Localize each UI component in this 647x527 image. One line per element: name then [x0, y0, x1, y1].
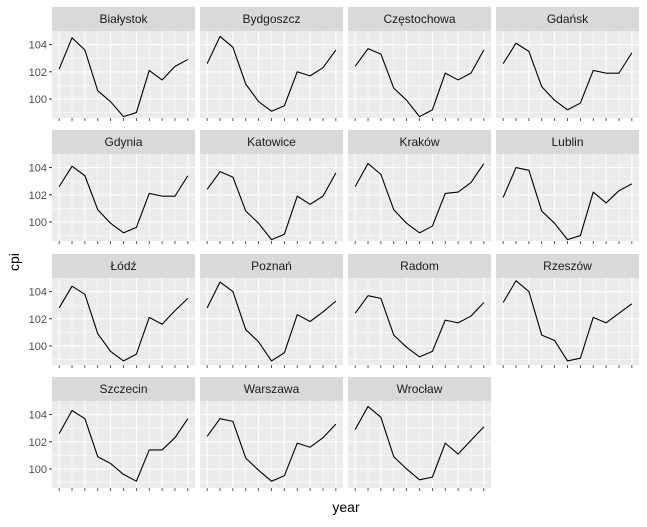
cpi-series-line	[58, 285, 189, 362]
facet-panel: Warszawa	[200, 377, 343, 491]
y-tick-label: 104	[29, 410, 47, 422]
cpi-series-line	[354, 295, 485, 358]
facet-strip-label: Warszawa	[244, 382, 300, 396]
y-tick-label: 102	[29, 314, 47, 326]
facet-strip-label: Gdynia	[104, 135, 142, 149]
cpi-series-line	[502, 167, 633, 241]
facet-strip-label: Częstochowa	[383, 12, 455, 26]
cpi-series-line	[354, 162, 485, 234]
facet-strip	[348, 254, 491, 278]
cpi-series-line	[58, 165, 189, 234]
facet-strip	[348, 377, 491, 401]
facet-strip	[348, 7, 491, 31]
facet-strip-label: Kraków	[399, 135, 439, 149]
facet-panel: Łódź 100 102 104	[29, 254, 195, 368]
facet-strip-label: Bydgoszcz	[242, 12, 300, 26]
facet-strip-label: Lublin	[551, 135, 583, 149]
facet-strip-label: Rzeszów	[543, 259, 592, 273]
y-tick-label: 100	[29, 341, 47, 353]
y-tick-label: 102	[29, 67, 47, 79]
y-tick-label: 104	[29, 163, 47, 175]
facet-strip	[496, 7, 639, 31]
facet-strip-label: Katowice	[247, 135, 296, 149]
facet-panel: Gdańsk	[496, 7, 639, 121]
cpi-series-line	[502, 280, 633, 362]
facet-strip	[200, 377, 343, 401]
cpi-series-line	[354, 48, 485, 118]
facet-strip-label: Białystok	[99, 12, 148, 26]
y-tick-label: 102	[29, 190, 47, 202]
facet-panel: Częstochowa	[348, 7, 491, 121]
facet-strip	[200, 254, 343, 278]
facet-panel: Gdynia 100 102 104	[29, 130, 195, 244]
facet-panel: Poznań	[200, 254, 343, 368]
facet-strip-label: Gdańsk	[547, 12, 589, 26]
facet-strip-label: Łódź	[110, 259, 136, 273]
facet-panel: Radom	[348, 254, 491, 368]
cpi-series-line	[354, 405, 485, 481]
y-tick-label: 104	[29, 40, 47, 52]
facet-strip-label: Wrocław	[397, 382, 443, 396]
facet-strip-label: Poznań	[251, 259, 292, 273]
facet-panel: Katowice	[200, 130, 343, 244]
cpi-series-line	[206, 281, 337, 362]
facet-strip	[52, 7, 195, 31]
facet-strip-label: Szczecin	[99, 382, 147, 396]
y-axis-title: cpi	[6, 253, 22, 271]
x-axis-title: year	[332, 499, 360, 515]
facet-strip	[200, 130, 343, 154]
facet-strip	[348, 130, 491, 154]
facet-panel: Lublin	[496, 130, 639, 244]
facet-strip-label: Radom	[400, 259, 439, 273]
facet-strip	[496, 254, 639, 278]
facet-strip	[52, 254, 195, 278]
cpi-series-line	[206, 171, 337, 241]
facet-panels: Białystok 100 102 104 Bydgoszcz Częstochowa Gd…	[29, 7, 639, 491]
cpi-series-line	[502, 42, 633, 111]
facet-panel: Kraków	[348, 130, 491, 244]
y-tick-label: 100	[29, 94, 47, 106]
facet-panel: Rzeszów	[496, 254, 639, 368]
cpi-series-line	[58, 409, 189, 482]
facet-strip	[200, 7, 343, 31]
y-tick-label: 100	[29, 217, 47, 229]
facet-panel: Bydgoszcz	[200, 7, 343, 121]
facet-strip	[52, 130, 195, 154]
y-tick-label: 100	[29, 464, 47, 476]
cpi-series-line	[206, 35, 337, 112]
cpi-series-line	[206, 418, 337, 482]
y-tick-label: 104	[29, 287, 47, 299]
facet-panel: Szczecin 100 102 104	[29, 377, 195, 491]
y-tick-label: 102	[29, 437, 47, 449]
facet-strip	[52, 377, 195, 401]
facet-strip	[496, 130, 639, 154]
facet-panel: Wrocław	[348, 377, 491, 491]
cpi-series-line	[58, 37, 189, 118]
facet-panel: Białystok 100 102 104	[29, 7, 195, 121]
